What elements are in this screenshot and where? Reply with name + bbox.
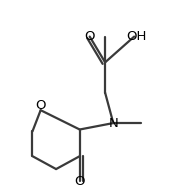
Text: OH: OH — [126, 30, 146, 43]
Text: N: N — [108, 117, 118, 130]
Text: O: O — [84, 30, 95, 43]
Text: O: O — [74, 174, 85, 187]
Text: O: O — [35, 99, 46, 112]
